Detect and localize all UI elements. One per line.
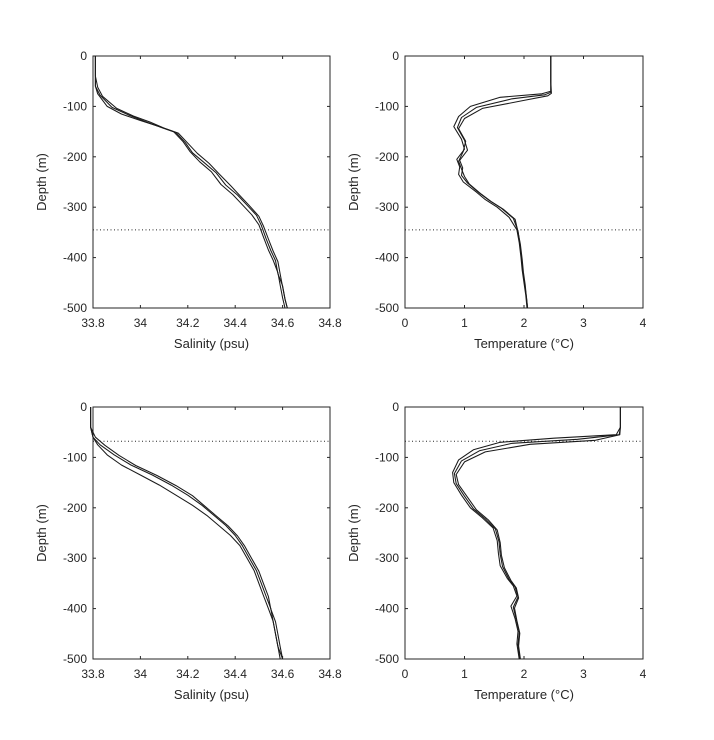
y-tick-label: -500 (63, 301, 87, 315)
x-tick-label: 3 (580, 316, 587, 330)
plot-area-frame (92, 55, 331, 309)
y-tick-label: -400 (375, 602, 399, 616)
y-tick-label: -500 (63, 652, 87, 666)
x-tick-label: 34.8 (318, 316, 342, 330)
x-tick-label: 0 (402, 316, 409, 330)
panel-top-right-temperature: 0 1 2 3 4 0 -100 -200 -300 -400 -500 Temperature (°… (346, 49, 647, 351)
x-tick-label: 34 (134, 316, 148, 330)
x-tick-label: 1 (461, 667, 468, 681)
y-axis-label: Depth (m) (34, 504, 49, 562)
x-tick-label: 0 (402, 667, 409, 681)
y-tick-label: -200 (375, 501, 399, 515)
profile-line-3 (455, 407, 621, 660)
profile-line-1 (90, 407, 281, 660)
x-tick-label: 34.6 (271, 316, 295, 330)
x-tick-label: 34 (134, 667, 148, 681)
y-tick-label: -100 (375, 99, 399, 113)
x-axis-label: Salinity (psu) (174, 687, 249, 702)
y-tick-label: -100 (375, 450, 399, 464)
x-tick-label: 34.8 (318, 667, 342, 681)
y-tick-label: 0 (80, 49, 87, 63)
y-tick-label: -100 (63, 450, 87, 464)
y-tick-label: -500 (375, 301, 399, 315)
y-tick-label: -200 (63, 150, 87, 164)
y-tick-label: -300 (375, 551, 399, 565)
x-tick-label: 34.2 (176, 316, 200, 330)
y-tick-label: 0 (392, 400, 399, 414)
y-tick-label: -300 (63, 551, 87, 565)
x-tick-label: 34.6 (271, 667, 295, 681)
y-tick-label: 0 (392, 49, 399, 63)
x-tick-label: 4 (640, 667, 647, 681)
y-tick-label: -500 (375, 652, 399, 666)
profile-line-2 (90, 407, 284, 660)
profile-line-1 (452, 407, 621, 660)
profile-line-2 (94, 56, 288, 309)
panel-top-left-salinity: 33.8 34 34.2 34.4 34.6 34.8 0 -100 -200 -300 -400 -… (34, 49, 342, 351)
x-tick-label: 34.4 (224, 316, 248, 330)
x-tick-label: 34.2 (176, 667, 200, 681)
y-tick-label: -400 (375, 251, 399, 265)
x-axis-label: Temperature (°C) (474, 687, 574, 702)
y-axis-label: Depth (m) (346, 153, 361, 211)
y-tick-label: -400 (63, 602, 87, 616)
y-axis-label: Depth (m) (346, 504, 361, 562)
x-tick-label: 2 (521, 667, 528, 681)
y-tick-label: -300 (63, 200, 87, 214)
profile-line-1 (94, 56, 286, 309)
x-axis-label: Salinity (psu) (174, 336, 249, 351)
x-tick-label: 2 (521, 316, 528, 330)
x-tick-label: 33.8 (81, 667, 105, 681)
y-tick-label: -200 (375, 150, 399, 164)
y-tick-label: -400 (63, 251, 87, 265)
plot-area-frame (92, 406, 331, 660)
profile-line-2 (453, 407, 621, 660)
x-tick-label: 4 (640, 316, 647, 330)
y-axis-label: Depth (m) (34, 153, 49, 211)
y-tick-label: 0 (80, 400, 87, 414)
x-tick-label: 34.4 (224, 667, 248, 681)
x-tick-label: 1 (461, 316, 468, 330)
profile-line-3 (458, 56, 552, 309)
plot-area-frame (404, 55, 644, 309)
x-tick-label: 3 (580, 667, 587, 681)
y-tick-label: -100 (63, 99, 87, 113)
profile-line-3 (94, 56, 288, 309)
panel-bottom-right-temperature: 0 1 2 3 4 0 -100 -200 -300 -400 -500 Temperature (°… (346, 400, 647, 702)
x-tick-label: 33.8 (81, 316, 105, 330)
x-axis-label: Temperature (°C) (474, 336, 574, 351)
y-tick-label: -200 (63, 501, 87, 515)
y-tick-label: -300 (375, 200, 399, 214)
panel-bottom-left-salinity: 33.8 34 34.2 34.4 34.6 34.8 0 -100 -200 -300 -400 -… (34, 400, 342, 702)
profile-line-3 (90, 407, 284, 660)
